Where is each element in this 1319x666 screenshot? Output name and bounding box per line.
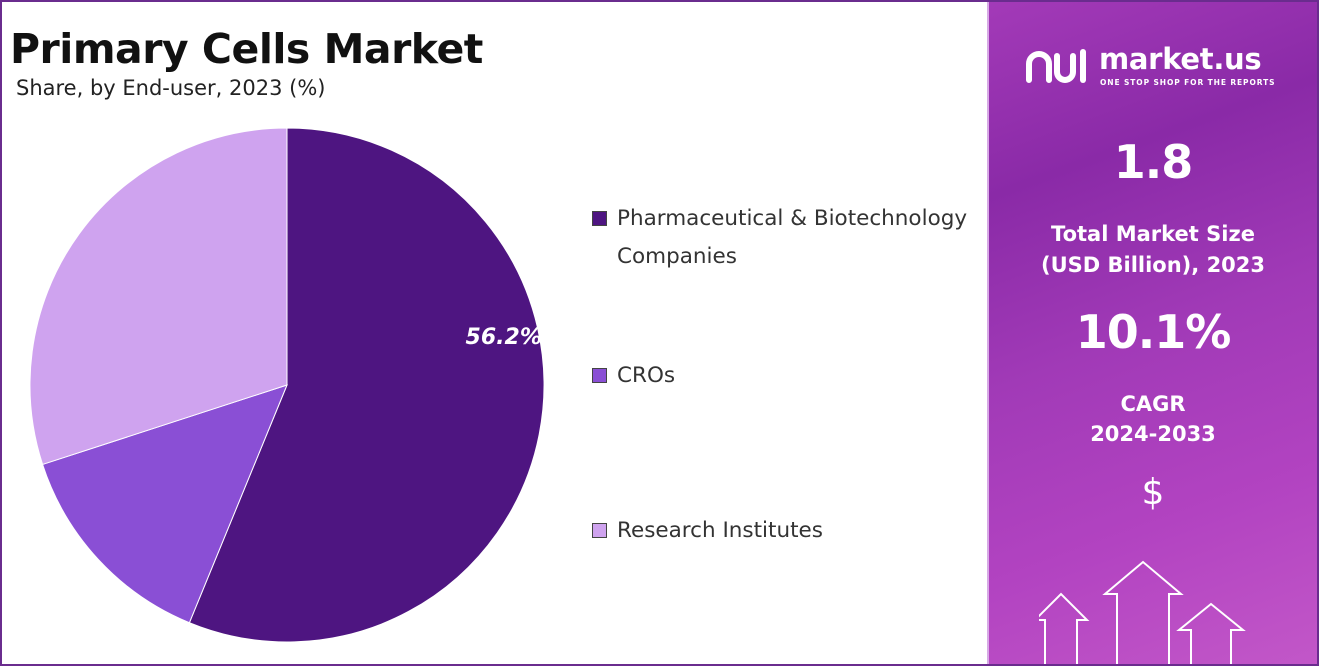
legend-item-pharma: Pharmaceutical & Biotechnology Companies [592,200,977,276]
chart-subtitle: Share, by End-user, 2023 (%) [16,76,326,100]
legend-swatch-research [592,523,607,538]
market-us-logo-icon [1026,49,1086,83]
legend-swatch-cros [592,368,607,383]
pie-slice-cros [41,384,288,624]
pie-slice-research [29,127,288,466]
dollar-icon: $ [1141,472,1165,513]
stats-panel: market.us ONE STOP SHOP FOR THE REPORTS … [989,2,1317,664]
growth-arrows-icon [1039,560,1246,664]
market-size-label-line1: Total Market Size [1051,222,1255,246]
brand-logo: market.us ONE STOP SHOP FOR THE REPORTS [1025,42,1295,92]
market-size-value: 1.8 [1113,135,1194,189]
legend-item-cros: CROs [592,357,977,395]
market-size-label-line2: (USD Billion), 2023 [1040,253,1266,277]
chart-panel: Primary Cells Market Share, by End-user,… [2,2,987,664]
pie-slice-pharma [188,127,545,643]
pie-chart: 56.2% [29,127,545,643]
panel-divider [987,2,989,664]
legend-swatch-pharma [592,211,607,226]
pie-label-pharma: 56.2% [466,325,542,350]
cagr-label-line2: 2024-2033 [1090,422,1216,446]
brand-name: market.us [1099,42,1262,76]
legend-label-pharma: Pharmaceutical & Biotechnology Companies [617,206,968,269]
cagr-label-line1: CAGR [1120,392,1186,416]
legend-label-research: Research Institutes [617,518,823,543]
legend-label-cros: CROs [617,363,676,388]
brand-tagline: ONE STOP SHOP FOR THE REPORTS [1100,78,1276,87]
legend-item-research: Research Institutes [592,512,977,550]
chart-title: Primary Cells Market [10,25,483,73]
cagr-value: 10.1% [1075,305,1232,359]
